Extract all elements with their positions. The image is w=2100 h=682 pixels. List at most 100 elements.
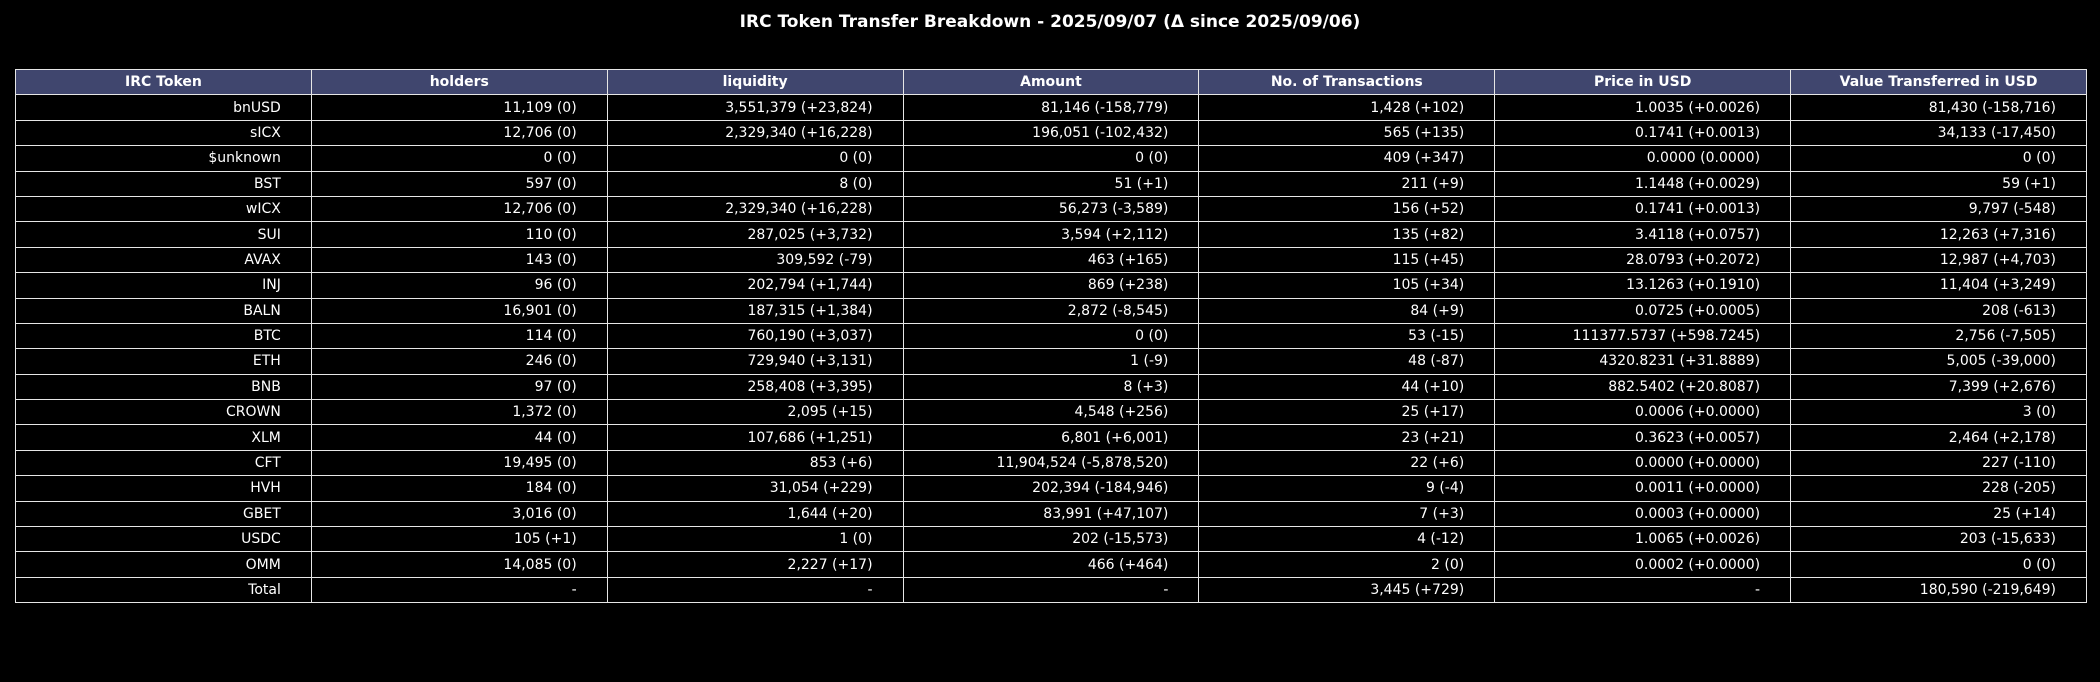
table-cell: 227 (-110): [1790, 449, 2087, 477]
token-name-cell: OMM: [15, 551, 312, 578]
table-cell: 208 (-613): [1790, 297, 2087, 324]
table-row: BTC 114 (0) 760,190 (+3,037) 0 (0) 53 (-15) 1…: [15, 322, 2087, 350]
token-name-cell: GBET: [15, 500, 312, 528]
table-row: BST 597 (0) 8 (0) 51 (+1) 211 (+9) 1.1448 (+0…: [15, 170, 2087, 197]
table-cell: 96 (0): [310, 272, 608, 299]
table-cell: 202,794 (+1,744): [606, 272, 904, 299]
table-cell: 6,801 (+6,001): [902, 424, 1200, 451]
token-name-cell: BNB: [15, 373, 312, 401]
table-cell: 2,329,340 (+16,228): [606, 195, 904, 223]
table-cell: 4320.8231 (+31.8889): [1494, 348, 1792, 375]
token-name-cell: BTC: [15, 322, 312, 350]
table-row: CFT 19,495 (0) 853 (+6) 11,904,524 (-5,878,…: [15, 449, 2087, 477]
header-row: IRC Token holders liquidity Amount No. of Tr…: [15, 68, 2087, 96]
column-header: No. of Transactions: [1198, 68, 1496, 96]
table-body: bnUSD 11,109 (0) 3,551,379 (+23,824) 81,146…: [15, 94, 2087, 604]
table-cell: 9,797 (-548): [1790, 195, 2087, 223]
table-cell: 0 (0): [902, 145, 1200, 172]
table-row: wICX 12,706 (0) 2,329,340 (+16,228) 56,273 …: [15, 195, 2087, 223]
table-title: IRC Token Transfer Breakdown - 2025/09/0…: [739, 12, 1361, 32]
table-cell: 81,430 (-158,716): [1790, 94, 2087, 121]
table-cell: 135 (+82): [1198, 221, 1496, 248]
token-name-cell: XLM: [15, 424, 312, 451]
token-name-cell: USDC: [15, 526, 312, 553]
table-cell: 34,133 (-17,450): [1790, 119, 2087, 147]
table-cell: 11,109 (0): [310, 94, 608, 121]
table-cell: 2,464 (+2,178): [1790, 424, 2087, 451]
table-row: AVAX 143 (0) 309,592 (-79) 463 (+165) 115 (+…: [15, 246, 2087, 274]
table-cell: 0 (0): [606, 145, 904, 172]
table-cell: 597 (0): [310, 170, 608, 197]
table-cell: 12,263 (+7,316): [1790, 221, 2087, 248]
table-cell: 51 (+1): [902, 170, 1200, 197]
table-cell: 203 (-15,633): [1790, 526, 2087, 553]
table-cell: 22 (+6): [1198, 449, 1496, 477]
table-cell: 23 (+21): [1198, 424, 1496, 451]
table-cell: 211 (+9): [1198, 170, 1496, 197]
table-cell: 28.0793 (+0.2072): [1494, 246, 1792, 274]
table-cell: 3,594 (+2,112): [902, 221, 1200, 248]
table-cell: 187,315 (+1,384): [606, 297, 904, 324]
table-cell: 3,016 (0): [310, 500, 608, 528]
table-cell: 0.0003 (+0.0000): [1494, 500, 1792, 528]
table-cell: 0 (0): [1790, 145, 2087, 172]
table-cell: 853 (+6): [606, 449, 904, 477]
table-cell: 0.3623 (+0.0057): [1494, 424, 1792, 451]
token-name-cell: BST: [15, 170, 312, 197]
table-cell: 2 (0): [1198, 551, 1496, 578]
table-cell: 143 (0): [310, 246, 608, 274]
table-cell: 3,445 (+729): [1198, 576, 1496, 604]
table-cell: -: [310, 576, 608, 604]
table-cell: 0 (0): [1790, 551, 2087, 578]
table-cell: 0.1741 (+0.0013): [1494, 195, 1792, 223]
table-cell: 1,372 (0): [310, 399, 608, 426]
table-row: HVH 184 (0) 31,054 (+229) 202,394 (-184,946…: [15, 475, 2087, 502]
table-cell: 56,273 (-3,589): [902, 195, 1200, 223]
table-cell: 16,901 (0): [310, 297, 608, 324]
token-name-cell: CFT: [15, 449, 312, 477]
table-cell: 12,706 (0): [310, 195, 608, 223]
table-row: ETH 246 (0) 729,940 (+3,131) 1 (-9) 48 (-87)…: [15, 348, 2087, 375]
table-cell: 0 (0): [310, 145, 608, 172]
table-cell: 44 (+10): [1198, 373, 1496, 401]
table-cell: 228 (-205): [1790, 475, 2087, 502]
table-cell: 12,706 (0): [310, 119, 608, 147]
table-cell: 14,085 (0): [310, 551, 608, 578]
table-cell: 2,756 (-7,505): [1790, 322, 2087, 350]
table-cell: 31,054 (+229): [606, 475, 904, 502]
column-header: IRC Token: [15, 68, 312, 96]
table-cell: 0.1741 (+0.0013): [1494, 119, 1792, 147]
table-cell: 12,987 (+4,703): [1790, 246, 2087, 274]
table-cell: 9 (-4): [1198, 475, 1496, 502]
table-cell: 115 (+45): [1198, 246, 1496, 274]
table-cell: 0 (0): [902, 322, 1200, 350]
table-cell: 0.0011 (+0.0000): [1494, 475, 1792, 502]
table-row: XLM 44 (0) 107,686 (+1,251) 6,801 (+6,001) 2…: [15, 424, 2087, 451]
table-cell: 11,404 (+3,249): [1790, 272, 2087, 299]
table-cell: 0.0725 (+0.0005): [1494, 297, 1792, 324]
table-cell: 105 (+1): [310, 526, 608, 553]
table-row: GBET 3,016 (0) 1,644 (+20) 83,991 (+47,107)…: [15, 500, 2087, 528]
table-cell: 760,190 (+3,037): [606, 322, 904, 350]
table-cell: 111377.5737 (+598.7245): [1494, 322, 1792, 350]
table-cell: 5,005 (-39,000): [1790, 348, 2087, 375]
table-cell: 0.0002 (+0.0000): [1494, 551, 1792, 578]
table-cell: -: [902, 576, 1200, 604]
table-cell: 97 (0): [310, 373, 608, 401]
token-name-cell: $unknown: [15, 145, 312, 172]
column-header: holders: [310, 68, 608, 96]
table-cell: 44 (0): [310, 424, 608, 451]
table-cell: 1,644 (+20): [606, 500, 904, 528]
table-cell: 3 (0): [1790, 399, 2087, 426]
token-name-cell: bnUSD: [15, 94, 312, 121]
token-name-cell: sICX: [15, 119, 312, 147]
table-cell: 729,940 (+3,131): [606, 348, 904, 375]
table-cell: 110 (0): [310, 221, 608, 248]
token-name-cell: SUI: [15, 221, 312, 248]
token-name-cell: AVAX: [15, 246, 312, 274]
table-cell: 258,408 (+3,395): [606, 373, 904, 401]
token-name-cell: HVH: [15, 475, 312, 502]
column-header: Price in USD: [1494, 68, 1792, 96]
table-cell: 83,991 (+47,107): [902, 500, 1200, 528]
table-cell: 19,495 (0): [310, 449, 608, 477]
